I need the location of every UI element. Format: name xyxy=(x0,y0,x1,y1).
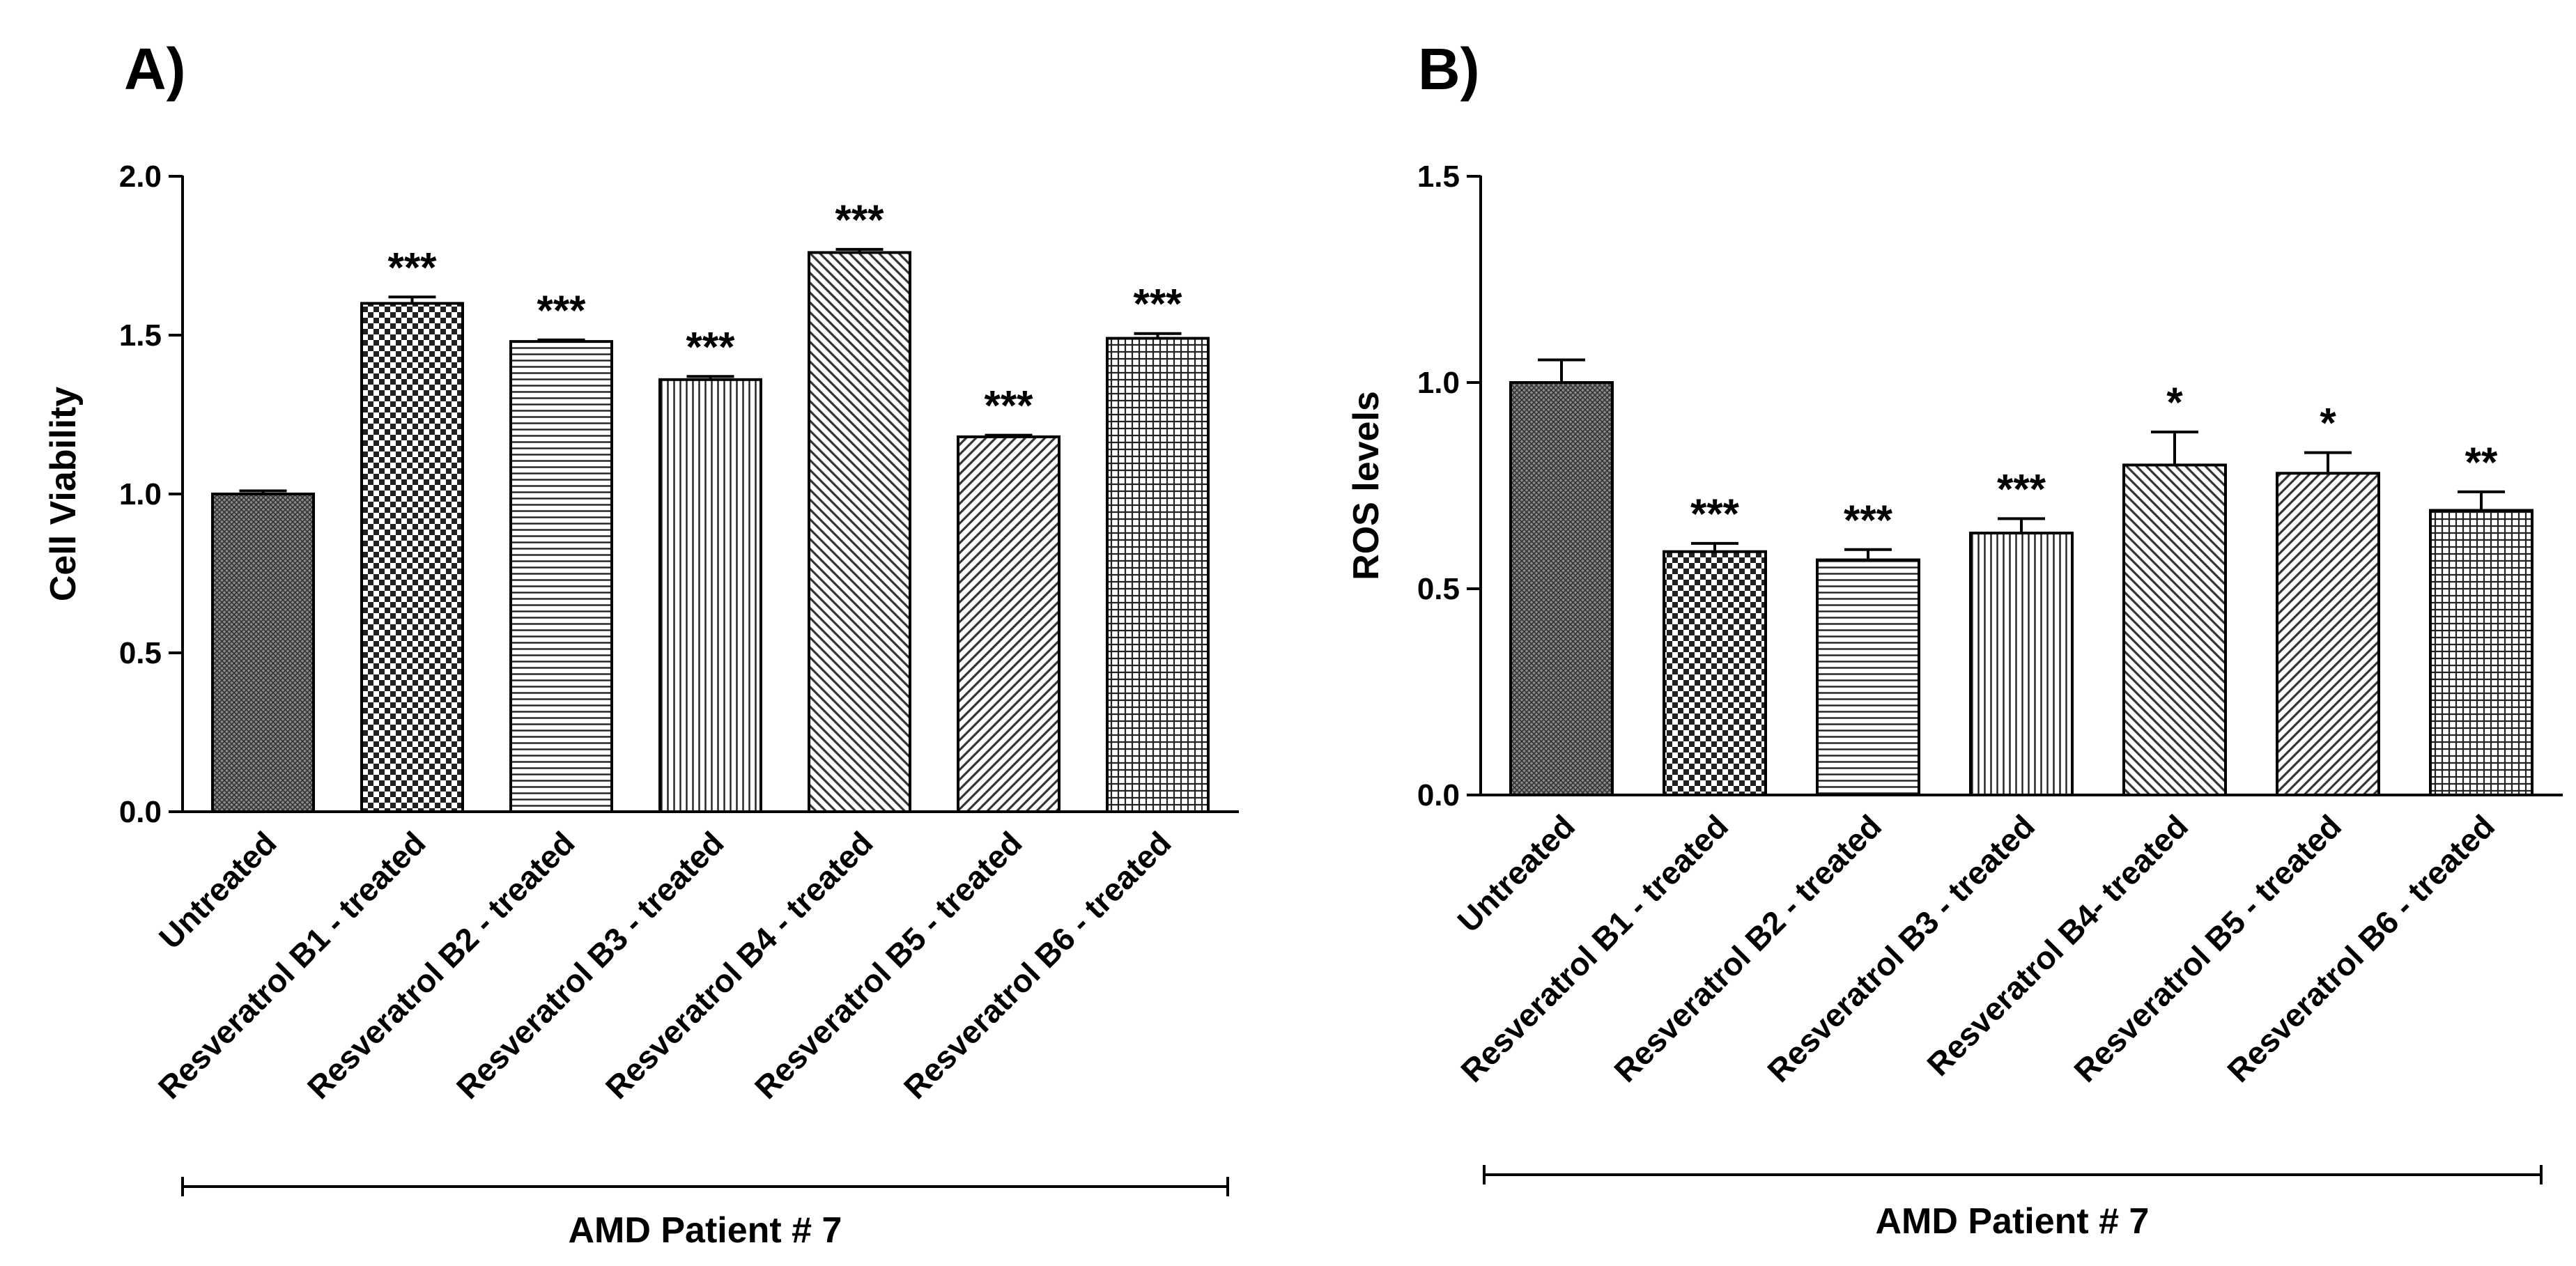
significance-label: *** xyxy=(387,244,437,291)
category-label: Resveratrol B3 - treated xyxy=(449,824,731,1106)
significance-label: *** xyxy=(984,383,1033,429)
y-tick-label: 0.0 xyxy=(1417,778,1460,812)
y-tick-label: 1.0 xyxy=(119,477,162,511)
bar xyxy=(658,378,762,813)
category-label: Resveratrol B2 - treated xyxy=(300,824,582,1106)
bar xyxy=(509,340,613,813)
significance-label: ** xyxy=(2465,439,2498,486)
category-label: Resveratrol B2 - treated xyxy=(1607,808,1888,1089)
category-label: Resveratrol B4 - treated xyxy=(599,824,880,1106)
category-label: Resveratrol B5 - treated xyxy=(748,824,1029,1106)
y-tick-label: 0.5 xyxy=(1417,572,1460,606)
significance-label: *** xyxy=(686,323,735,370)
category-label: Resveratrol B1 - treated xyxy=(151,824,433,1106)
y-tick-label: 1.5 xyxy=(1417,160,1460,194)
bar xyxy=(1106,337,1210,813)
significance-label: *** xyxy=(1690,491,1740,537)
significance-label: *** xyxy=(537,287,586,334)
significance-label: *** xyxy=(1844,497,1893,543)
category-label: Resveratrol B6 - treated xyxy=(2220,808,2501,1089)
y-tick-label: 0.5 xyxy=(119,636,162,670)
category-label: Resveratrol B3 - treated xyxy=(1760,808,2042,1089)
category-label: Resveratrol B1 - treated xyxy=(1453,808,1735,1089)
category-label: Untreated xyxy=(1450,808,1582,939)
category-label: Untreated xyxy=(152,824,284,956)
significance-label: *** xyxy=(1997,465,2046,512)
group-label: AMD Patient # 7 xyxy=(1876,1201,2150,1242)
bar xyxy=(2122,463,2227,797)
panel-letter: B) xyxy=(1418,36,1480,102)
bar xyxy=(360,302,464,813)
bar xyxy=(1509,381,1614,796)
bar xyxy=(957,435,1061,813)
y-axis-title: ROS levels xyxy=(1346,391,1387,580)
y-tick-label: 1.0 xyxy=(1417,366,1460,400)
bar xyxy=(2276,472,2380,796)
significance-label: *** xyxy=(835,196,884,243)
bar xyxy=(1816,558,1920,796)
panel-letter: A) xyxy=(124,36,186,102)
y-tick-label: 2.0 xyxy=(119,160,162,194)
bar xyxy=(2429,509,2533,797)
significance-label: * xyxy=(2166,379,2183,426)
bar xyxy=(211,493,315,813)
category-label: Resveratrol B6 - treated xyxy=(897,824,1178,1106)
bar xyxy=(808,251,911,813)
significance-label: * xyxy=(2320,400,2336,447)
bar xyxy=(1663,550,1767,796)
significance-label: *** xyxy=(1133,281,1182,327)
chart-a-cell-viability: A) Cell Viability 0.0 0.5 1.0 1.5 2.0 Untreated… xyxy=(43,36,1239,1251)
category-label: Resveratrol B5 - treated xyxy=(2067,808,2348,1089)
bar xyxy=(1969,532,2074,797)
y-tick-label: 1.5 xyxy=(119,318,162,353)
category-label: Resveratrol B4- treated xyxy=(1920,808,2195,1083)
group-label: AMD Patient # 7 xyxy=(569,1210,842,1251)
chart-b-ros-levels: B)ROS levels0.00.51.01.5Untreated***Resv… xyxy=(1346,36,2563,1242)
y-axis-title: Cell Viability xyxy=(43,387,84,601)
y-tick-label: 0.0 xyxy=(119,795,162,829)
